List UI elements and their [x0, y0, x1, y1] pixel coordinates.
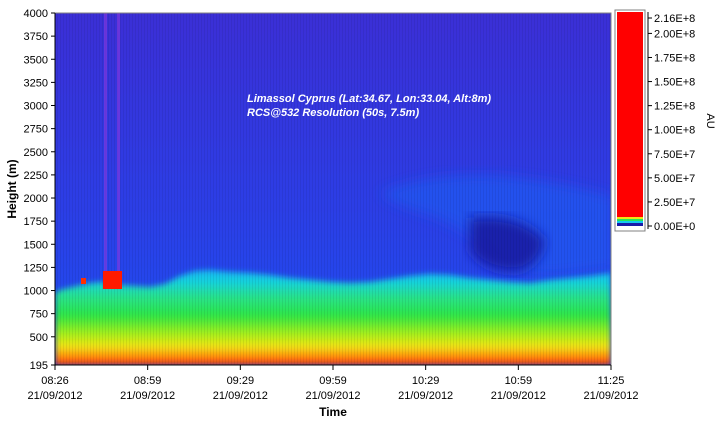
x-tick-date: 21/09/2012	[398, 390, 453, 402]
colorbar-base	[617, 226, 643, 229]
y-axis: 195 500 750 1000 1250 1500 1750 2000 2250 2500 275…	[24, 8, 56, 372]
x-axis-title: Time	[319, 405, 347, 419]
colorbar-low-band	[617, 221, 643, 223]
x-tick-date: 21/09/2012	[491, 390, 546, 402]
colorbar-low-band	[617, 223, 643, 226]
x-tick-date: 21/09/2012	[27, 390, 82, 402]
annotation-line: Limassol Cyprus (Lat:34.67, Lon:33.04, A…	[247, 93, 491, 105]
y-tick-label: 500	[30, 332, 48, 344]
x-tick-time: 10:29	[412, 375, 440, 387]
x-tick-time: 09:59	[319, 375, 347, 387]
high-signal-patch	[81, 271, 122, 289]
colorbar-tick-label: 5.00E+7	[654, 173, 695, 185]
y-tick-label: 3750	[24, 31, 48, 43]
colorbar-low-band	[617, 219, 643, 221]
colorbar-low-band	[617, 217, 643, 219]
colorbar-tick-label: 2.00E+8	[654, 28, 695, 40]
y-tick-label: 1000	[24, 286, 48, 298]
colorbar-ticks: 0.00E+0 2.50E+7 5.00E+7 7.50E+7 1.00E+8 1.25E…	[648, 13, 695, 233]
chart-annotation: Limassol Cyprus (Lat:34.67, Lon:33.04, A…	[247, 93, 491, 119]
y-tick-label: 1500	[24, 239, 48, 251]
colorbar-label: AU	[704, 113, 716, 128]
y-tick-label: 3500	[24, 54, 48, 66]
x-tick-date: 21/09/2012	[120, 390, 175, 402]
vertical-streak-texture	[55, 13, 611, 365]
x-tick-time: 08:59	[134, 375, 162, 387]
spike-column	[117, 13, 120, 273]
y-tick-label: 2750	[24, 124, 48, 136]
x-tick-time: 11:25	[598, 375, 625, 387]
x-tick-time: 10:59	[505, 375, 533, 387]
colorbar-tick-label: 2.50E+7	[654, 197, 695, 209]
y-tick-label: 2500	[24, 147, 48, 159]
annotation-line: RCS@532 Resolution (50s, 7.5m)	[247, 107, 419, 119]
colorbar-tick-label: 7.50E+7	[654, 149, 695, 161]
y-tick-label: 3250	[24, 77, 48, 89]
x-tick-date: 21/09/2012	[583, 390, 638, 402]
y-tick-label: 1750	[24, 216, 48, 228]
colorbar-fill	[617, 12, 643, 217]
colorbar-tick-label: 1.75E+8	[654, 52, 695, 64]
colorbar-tick-label: 1.25E+8	[654, 101, 695, 113]
colorbar: 0.00E+0 2.50E+7 5.00E+7 7.50E+7 1.00E+8 1.25E…	[614, 9, 716, 233]
colorbar-tick-label: 1.50E+8	[654, 77, 695, 89]
y-tick-label: 2250	[24, 170, 48, 182]
colorbar-tick-label: 0.00E+0	[654, 221, 695, 233]
colorbar-tick-label: 1.00E+8	[654, 125, 695, 137]
x-axis: 08:26 21/09/2012 08:59 21/09/2012 09:29 21/09…	[27, 364, 639, 402]
spike-column	[104, 13, 107, 273]
y-tick-label: 750	[30, 309, 48, 321]
heatmap-plot-area	[54, 12, 612, 366]
x-tick-time: 08:26	[41, 375, 69, 387]
x-tick-date: 21/09/2012	[213, 390, 268, 402]
y-tick-label: 4000	[24, 8, 48, 20]
y-tick-label: 2000	[24, 193, 48, 205]
colorbar-tick-label: 2.16E+8	[654, 13, 695, 25]
x-tick-date: 21/09/2012	[305, 390, 360, 402]
y-tick-label: 195	[30, 360, 48, 372]
y-tick-label: 1250	[24, 262, 48, 274]
y-axis-title: Height (m)	[5, 159, 19, 218]
x-tick-time: 09:29	[227, 375, 255, 387]
y-tick-label: 3000	[24, 101, 48, 113]
